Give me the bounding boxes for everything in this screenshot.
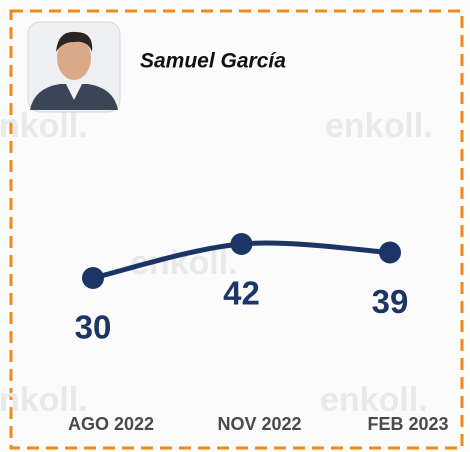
x-tick-label: AGO 2022 [68,414,154,434]
x-tick-label: NOV 2022 [217,414,301,434]
point [379,242,401,264]
watermark: enkoll. [0,107,88,145]
chart-title: Samuel García [140,50,286,73]
value-label: 30 [75,309,112,346]
chart: enkoll. enkoll. enkoll. enkoll. enkoll. … [0,0,470,452]
point [231,233,253,255]
watermark: enkoll. [325,107,433,145]
profile-photo [28,22,120,112]
value-label: 42 [223,275,260,312]
point [82,267,104,289]
x-tick-label: FEB 2023 [367,414,448,434]
value-label: 39 [372,283,409,320]
